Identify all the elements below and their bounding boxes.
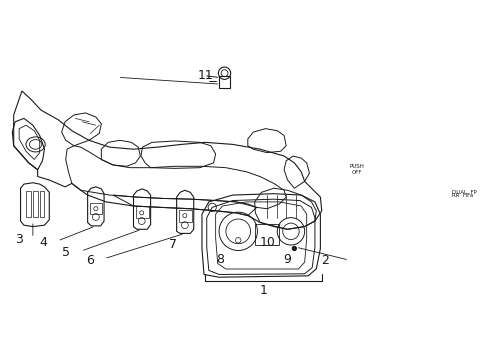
Bar [463,178,472,184]
Bar [255,225,279,245]
Bar [450,178,460,184]
Text: 9: 9 [284,253,292,266]
Bar [475,178,485,184]
Text: OFF: OFF [352,170,363,175]
Text: 5: 5 [62,246,71,259]
Bar [90,203,102,214]
Text: 1: 1 [260,284,268,297]
Text: 4: 4 [39,236,47,249]
Bar [179,210,192,222]
Text: 8: 8 [217,253,224,266]
Text: PUSH: PUSH [350,164,365,169]
Bar [488,178,490,184]
Bar [136,206,148,218]
Text: 11: 11 [197,69,213,82]
Text: 3: 3 [15,233,23,246]
Bar [219,76,230,88]
Text: 10: 10 [260,237,275,249]
Text: 2: 2 [321,254,329,267]
Bar [40,191,45,217]
Text: 7: 7 [169,238,177,251]
Bar [26,191,31,217]
Circle shape [293,246,296,251]
Bar [33,191,38,217]
Bar [445,180,490,221]
Text: RR  HFa: RR HFa [452,193,473,198]
Text: DUAL  FP: DUAL FP [452,190,477,195]
Text: 6: 6 [86,253,94,267]
